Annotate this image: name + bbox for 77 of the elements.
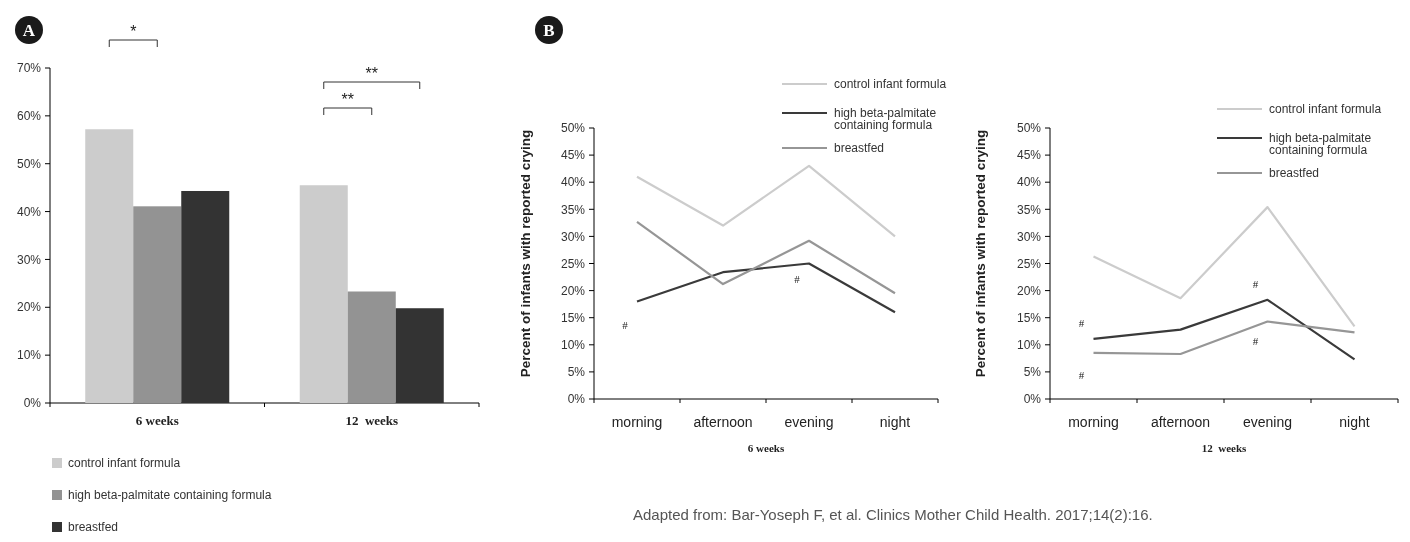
annotation: # — [622, 319, 629, 332]
line-series — [635, 262, 897, 314]
y-tick-label: 60% — [16, 109, 42, 124]
y-tick-label: 5% — [1023, 365, 1042, 380]
y-tick-label: 10% — [1016, 338, 1042, 352]
bar — [299, 185, 348, 403]
annotation: # — [1252, 277, 1259, 290]
y-tick-label: 20% — [1016, 283, 1042, 298]
x-tick-label: night — [879, 414, 911, 430]
x-axis-title: 12 weeks — [1201, 442, 1248, 454]
line-series — [1092, 298, 1356, 361]
y-tick-label: 20% — [560, 283, 586, 298]
legend-label: high beta-palmitate containing formula — [1269, 131, 1372, 158]
y-tick-label: 0% — [1023, 392, 1042, 407]
y-tick-label: 45% — [1016, 148, 1042, 163]
text: Adapted from: Bar-Yoseph F, et al. Clinics Mother Child Health. 2017;14(2):16. — [633, 506, 1153, 523]
bar — [85, 129, 134, 403]
y-axis-title: Percent of infants with reported crying — [518, 129, 533, 378]
annotation: # — [1252, 335, 1259, 348]
y-tick-label: 10% — [560, 338, 586, 352]
y-tick-label: 10% — [16, 348, 42, 363]
line-series — [1092, 206, 1356, 328]
annotation: ** — [341, 91, 354, 108]
legend-label: breastfed — [834, 141, 885, 156]
legend-label: breastfed — [68, 520, 119, 535]
legend-label: control infant formula — [1269, 102, 1382, 117]
x-tick-label: morning — [611, 414, 663, 430]
line-series — [1092, 320, 1356, 356]
legend-label: high beta-palmitate containing formula — [834, 106, 937, 133]
legend-label: control infant formula — [834, 77, 947, 92]
y-tick-label: 40% — [16, 204, 42, 219]
annotation: # — [794, 273, 801, 286]
x-tick-label: morning — [1068, 414, 1119, 430]
y-tick-label: 50% — [1016, 121, 1042, 136]
y-tick-label: 25% — [1016, 256, 1042, 271]
x-tick-label: afternoon — [1150, 414, 1211, 430]
line-series — [635, 164, 897, 238]
text: * — [130, 23, 137, 40]
y-tick-label: 45% — [560, 148, 586, 163]
y-tick-label: 0% — [23, 396, 42, 411]
x-tick-label: afternoon — [693, 414, 753, 430]
y-axis-title: Percent of infants with reported crying — [973, 129, 988, 378]
x-tick-label: 6 weeks — [135, 413, 179, 428]
annotation: ** — [365, 65, 378, 82]
y-tick-label: 35% — [560, 202, 586, 217]
y-tick-label: 20% — [16, 300, 42, 315]
y-tick-label: 15% — [1016, 310, 1042, 325]
text: A — [22, 21, 36, 41]
text: B — [543, 21, 555, 41]
legend-label: control infant formula — [68, 456, 181, 471]
y-tick-label: 30% — [560, 229, 586, 244]
bar — [181, 190, 230, 403]
y-tick-label: 50% — [560, 121, 586, 136]
legend-label: breastfed — [1269, 166, 1320, 181]
y-tick-label: 70% — [16, 61, 42, 76]
annotation: # — [1078, 316, 1085, 329]
y-tick-label: 40% — [560, 175, 586, 190]
y-tick-label: 0% — [567, 392, 586, 407]
y-tick-label: 30% — [16, 252, 42, 267]
y-tick-label: 15% — [560, 310, 586, 325]
x-tick-label: evening — [784, 414, 834, 430]
y-tick-label: 40% — [1016, 175, 1042, 190]
x-axis-title: 6 weeks — [747, 442, 785, 454]
y-tick-label: 25% — [560, 256, 586, 271]
y-tick-label: 50% — [16, 156, 42, 171]
bar — [133, 206, 182, 403]
x-tick-label: 12 weeks — [345, 413, 399, 428]
annotation: # — [1078, 368, 1085, 381]
bar — [395, 308, 444, 403]
y-tick-label: 30% — [1016, 229, 1042, 244]
legend-label: high beta-palmitate containing formula — [68, 488, 272, 503]
bar — [347, 291, 396, 403]
y-tick-label: 5% — [567, 365, 586, 380]
line-series — [635, 220, 897, 295]
y-tick-label: 35% — [1016, 202, 1042, 217]
x-tick-label: evening — [1242, 414, 1293, 430]
x-tick-label: night — [1339, 414, 1370, 430]
